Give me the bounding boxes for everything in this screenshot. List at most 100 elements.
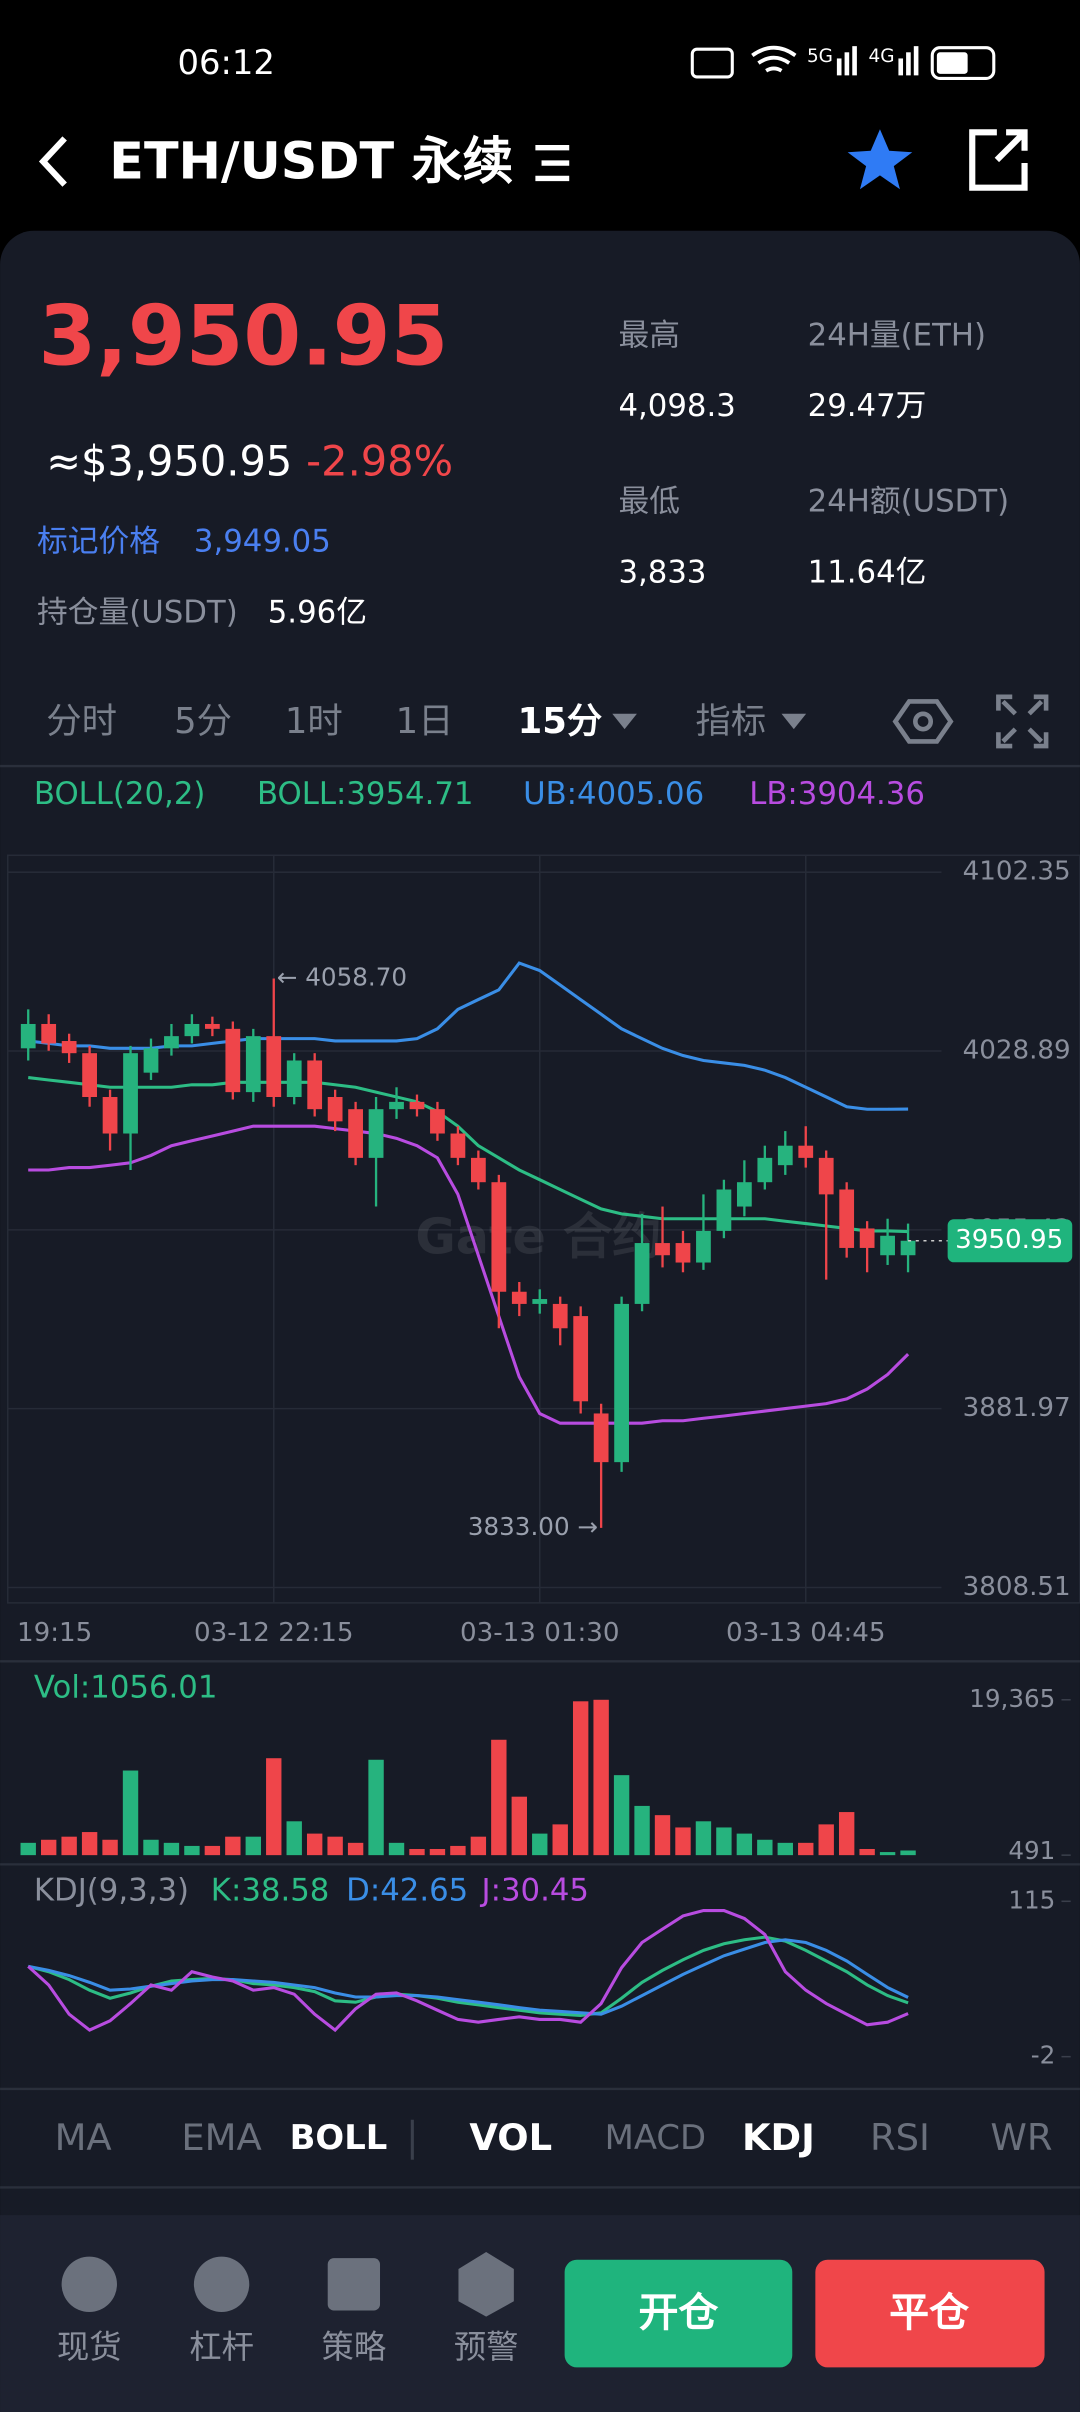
volume-bar bbox=[306, 1833, 323, 1856]
settings-icon[interactable] bbox=[892, 699, 954, 744]
stat-value: 3,833 bbox=[618, 554, 706, 590]
candle-body bbox=[266, 1036, 282, 1098]
volume-bar bbox=[572, 1701, 589, 1856]
x-tick-label: 19:15 bbox=[17, 1618, 92, 1648]
fullscreen-icon[interactable] bbox=[996, 694, 1049, 749]
y-tick-label: 3881.97 bbox=[963, 1393, 1071, 1423]
candle-body bbox=[225, 1028, 241, 1093]
y-tick-label: 491 bbox=[1008, 1836, 1055, 1865]
volume-bar bbox=[491, 1739, 507, 1856]
indicator-tab[interactable]: MA bbox=[55, 2116, 112, 2159]
candle-body bbox=[818, 1157, 834, 1195]
boll-legend: UB:4005.06 bbox=[523, 776, 704, 812]
boll-legend: LB:3904.36 bbox=[749, 776, 925, 812]
candle-body bbox=[511, 1291, 527, 1304]
volume-bar bbox=[798, 1842, 814, 1856]
price-tag bbox=[947, 1219, 1073, 1263]
candle-body bbox=[184, 1023, 200, 1037]
kdj-d-label: D:42.65 bbox=[346, 1873, 468, 1909]
volume-bar bbox=[757, 1839, 773, 1856]
candle-body bbox=[798, 1145, 814, 1158]
volume-bar bbox=[163, 1842, 180, 1856]
interval-tab[interactable]: 分时 bbox=[46, 701, 117, 742]
candle-body bbox=[20, 1023, 36, 1049]
candle-body bbox=[880, 1235, 895, 1256]
boll-mid bbox=[28, 1076, 909, 1234]
nav-icon[interactable] bbox=[193, 2256, 250, 2313]
volume-bar bbox=[613, 1775, 630, 1856]
indicator-tab[interactable]: EMA bbox=[181, 2116, 261, 2159]
signal-icon bbox=[852, 46, 857, 76]
share-icon[interactable] bbox=[969, 129, 1028, 191]
nav-label[interactable]: 杠杆 bbox=[189, 2328, 254, 2366]
candle-body bbox=[389, 1101, 404, 1110]
back-button[interactable] bbox=[38, 136, 67, 187]
volume-bar bbox=[409, 1848, 425, 1856]
volume-bar bbox=[654, 1815, 671, 1856]
candle-body bbox=[204, 1023, 220, 1029]
oi-value: 5.96亿 bbox=[268, 594, 367, 630]
candle-body bbox=[430, 1109, 445, 1134]
last-price: 3,950.95 bbox=[39, 287, 449, 384]
oi-label: 持仓量(USDT) bbox=[37, 594, 238, 630]
signal-icon bbox=[913, 46, 919, 76]
close-button[interactable] bbox=[815, 2259, 1045, 2368]
signal-icon bbox=[836, 58, 842, 76]
nav-label[interactable]: 策略 bbox=[322, 2328, 387, 2366]
candle-body bbox=[696, 1230, 711, 1263]
status-time: 06:12 bbox=[177, 43, 274, 82]
volume-bar bbox=[184, 1845, 200, 1856]
wifi-icon bbox=[751, 45, 797, 73]
volume-bar bbox=[368, 1759, 384, 1856]
stat-value: 4,098.3 bbox=[618, 388, 735, 424]
volume-bar bbox=[61, 1836, 77, 1856]
network-label: 5G bbox=[807, 46, 833, 67]
candle-body bbox=[491, 1182, 507, 1292]
candle-body bbox=[450, 1133, 466, 1158]
indicator-tab[interactable]: MACD bbox=[605, 2118, 706, 2157]
indicator-tab[interactable]: KDJ bbox=[742, 2116, 815, 2159]
y-tick-label: -2 bbox=[1031, 2041, 1056, 2070]
favorite-star[interactable] bbox=[847, 129, 913, 190]
indicator-tab[interactable]: RSI bbox=[870, 2116, 930, 2159]
nav-label[interactable]: 预警 bbox=[454, 2328, 519, 2366]
candle-body bbox=[123, 1053, 138, 1134]
interval-tab[interactable]: 1时 bbox=[285, 701, 343, 742]
indicator-tab[interactable]: VOL bbox=[469, 2116, 552, 2159]
volume-bar bbox=[286, 1821, 302, 1856]
candle-body bbox=[82, 1053, 97, 1098]
interval-tab[interactable]: 5分 bbox=[174, 701, 232, 742]
page-title: ETH/USDT 永续 bbox=[109, 132, 513, 191]
open-button[interactable] bbox=[564, 2259, 793, 2368]
volume-bar bbox=[20, 1842, 36, 1856]
interval-tab[interactable]: 1日 bbox=[396, 701, 454, 742]
nav-label[interactable]: 现货 bbox=[57, 2328, 122, 2366]
dropdown-caret bbox=[612, 713, 637, 730]
candle-body bbox=[757, 1157, 773, 1183]
indicator-tab[interactable]: WR bbox=[990, 2116, 1052, 2159]
candle-body bbox=[859, 1228, 875, 1248]
volume-bar bbox=[716, 1827, 732, 1856]
mark-value: 3,949.05 bbox=[194, 524, 331, 560]
kdj-j-label: J:30.45 bbox=[480, 1873, 589, 1909]
nav-icon[interactable] bbox=[327, 2258, 381, 2311]
volume-bar bbox=[266, 1758, 282, 1856]
candle-body bbox=[573, 1316, 589, 1402]
indicator-tab[interactable]: BOLL bbox=[290, 2118, 388, 2157]
volume-bar bbox=[900, 1850, 916, 1856]
volume-bar bbox=[102, 1839, 118, 1856]
interval-tab-active[interactable]: 15分 bbox=[518, 701, 603, 742]
menu-icon[interactable] bbox=[535, 144, 570, 182]
signal-icon bbox=[844, 52, 850, 76]
volume-bar bbox=[736, 1833, 753, 1856]
y-tick-label: 19,365 bbox=[969, 1684, 1055, 1713]
usd-price: ≈$3,950.95 bbox=[46, 437, 292, 486]
indicator-tab[interactable]: 指标 bbox=[695, 701, 766, 742]
volume-bar bbox=[347, 1842, 364, 1856]
nav-icon[interactable] bbox=[458, 2252, 514, 2317]
candle-body bbox=[614, 1303, 629, 1463]
candle-body bbox=[164, 1036, 179, 1049]
nav-icon[interactable] bbox=[61, 2256, 117, 2313]
candle-body bbox=[777, 1145, 793, 1166]
